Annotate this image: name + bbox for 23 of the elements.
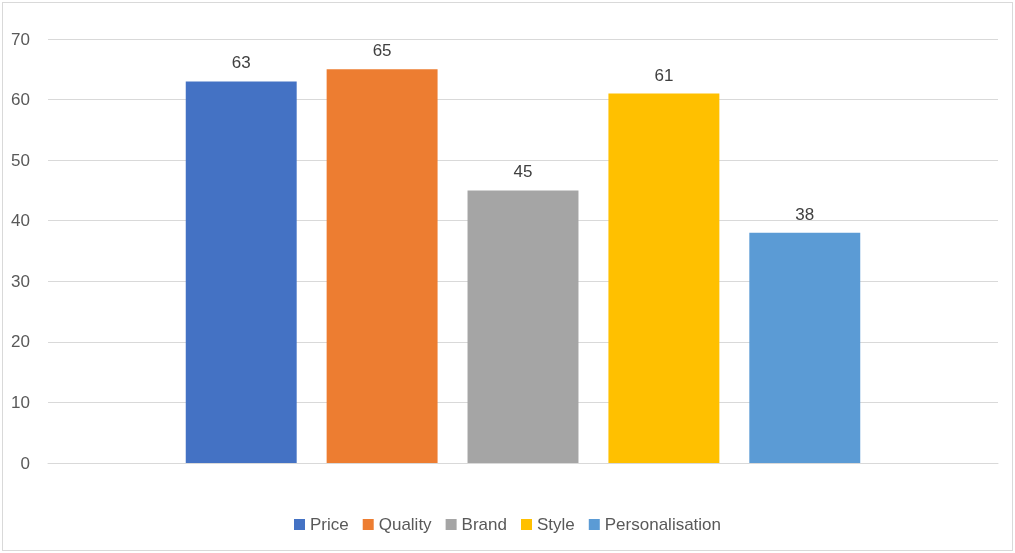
legend-label: Personalisation xyxy=(604,515,722,534)
bar xyxy=(749,232,861,463)
y-tick-label: 50 xyxy=(11,150,30,170)
bar xyxy=(185,81,297,463)
y-tick-label: 30 xyxy=(11,271,30,291)
data-label: 63 xyxy=(231,53,251,73)
y-tick-label: 70 xyxy=(11,29,30,49)
legend-label: Style xyxy=(536,515,575,534)
y-tick-label: 20 xyxy=(11,332,30,352)
legend-label: Price xyxy=(309,515,349,534)
legend-label: Quality xyxy=(378,515,433,534)
data-label: 38 xyxy=(795,204,815,224)
y-tick-label: 60 xyxy=(11,90,30,110)
bar xyxy=(608,93,720,463)
bar xyxy=(326,69,438,463)
legend-label: Brand xyxy=(461,515,507,534)
y-tick-label: 0 xyxy=(20,453,30,473)
y-tick-label: 10 xyxy=(11,392,30,412)
y-tick-label: 40 xyxy=(11,211,30,231)
bar xyxy=(467,190,579,463)
data-label: 45 xyxy=(513,162,533,182)
data-label: 61 xyxy=(654,65,674,85)
data-label: 65 xyxy=(372,41,392,61)
